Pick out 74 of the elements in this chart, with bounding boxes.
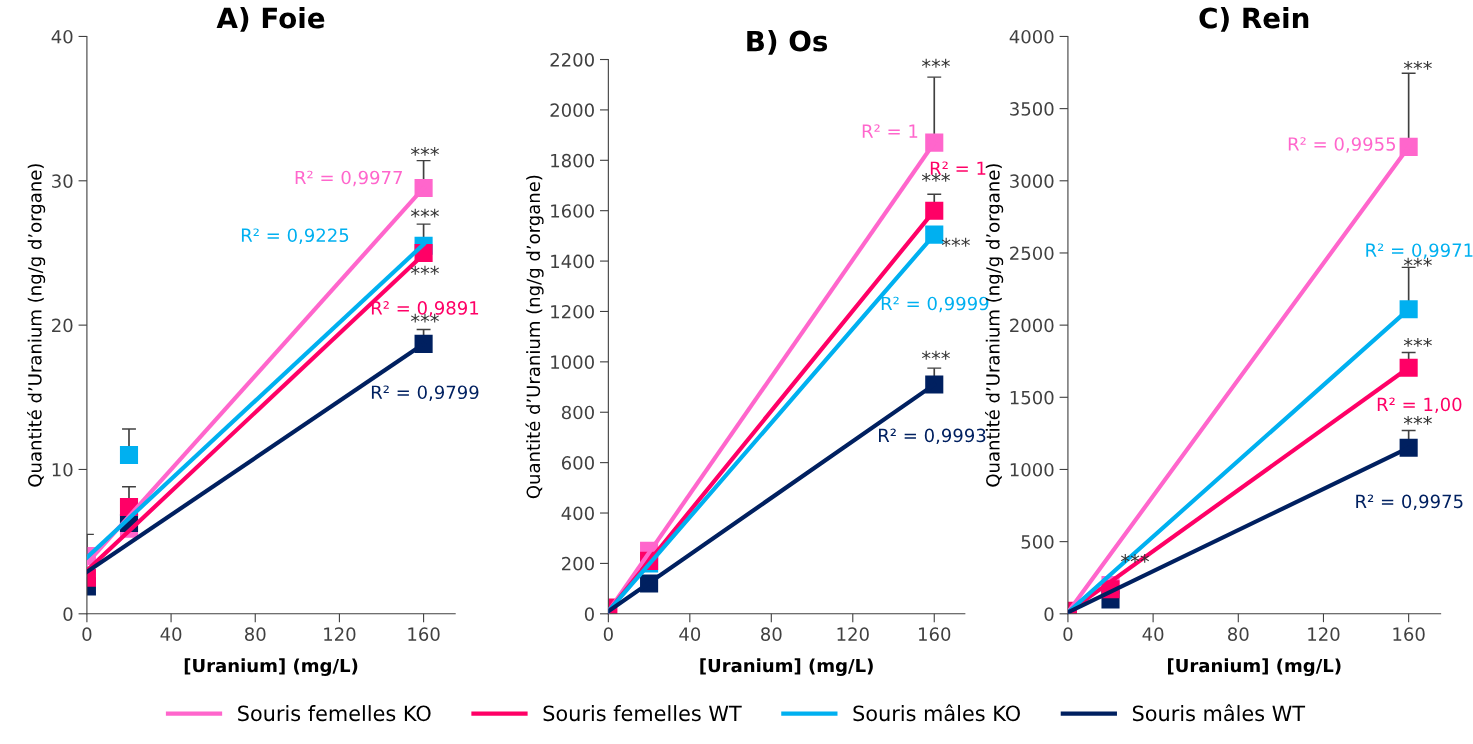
x-tick-label: 40	[160, 627, 182, 641]
annotation: R² = 0,9977	[295, 170, 402, 187]
annotation: ***	[1403, 338, 1432, 347]
y-tick-label: 0	[63, 607, 73, 621]
y-tick-label: 4000	[1009, 29, 1054, 44]
x-axis-title: [Uranium] (mg/L)	[1168, 658, 1341, 676]
x-tick-label: 0	[1063, 627, 1073, 641]
y-tick-label: 40	[51, 29, 73, 44]
y-tick-label: 200	[562, 556, 594, 571]
x-tick-label: 80	[244, 627, 266, 641]
y-tick-label: 1600	[551, 204, 594, 218]
x-tick-label: 40	[1142, 627, 1164, 641]
y-tick-label: 1500	[1010, 390, 1054, 405]
x-axis-title: [Uranium] (mg/L)	[700, 658, 873, 676]
annotation: R² = 0,9993	[879, 428, 986, 445]
annotation: R² = 1,00	[1377, 397, 1462, 414]
x-tick-label: 80	[761, 627, 782, 641]
y-tick-label: 500	[1021, 535, 1054, 549]
y-tick-label: 1400	[551, 254, 594, 269]
y-axis-title: Quantité d’Uranium (ng/g d’organe)	[26, 164, 46, 487]
y-tick-label: 20	[52, 318, 73, 333]
y-tick-label: 0	[584, 607, 594, 621]
x-tick-label: 160	[919, 627, 951, 641]
annotation: R² = 1	[862, 124, 918, 138]
y-axis-title: Quantité d’Uranium (ng/g d’organe)	[525, 175, 544, 499]
annotation: ***	[1403, 257, 1432, 267]
chart-title: C) Rein	[1199, 7, 1309, 32]
y-tick-label: 2000	[550, 103, 594, 118]
legend-label: Souris femelles KO	[238, 705, 431, 722]
legend-label: Souris mâles WT	[1132, 704, 1306, 722]
y-tick-label: 1200	[551, 304, 594, 319]
x-tick-label: 40	[679, 627, 701, 641]
annotation: R² = 0,9225	[241, 228, 349, 244]
y-tick-label: 2000	[1010, 318, 1054, 333]
x-tick-label: 120	[837, 627, 869, 641]
x-tick-label: 80	[1228, 627, 1249, 641]
y-tick-label: 3500	[1010, 102, 1054, 116]
annotation: ***	[921, 350, 950, 360]
y-tick-label: 2200	[550, 52, 594, 67]
y-tick-label: 800	[561, 405, 594, 420]
x-tick-label: 120	[324, 627, 356, 641]
y-tick-label: 1000	[551, 355, 594, 369]
legend-label: Souris mâles KO	[853, 704, 1020, 722]
annotation: R² = 0,9971	[1366, 243, 1473, 259]
y-tick-label: 1000	[1010, 462, 1054, 477]
y-tick-label: 1800	[551, 153, 594, 168]
y-tick-label: 600	[561, 456, 594, 470]
annotation: R² = 0,9799	[371, 385, 479, 401]
y-tick-label: 10	[52, 462, 73, 477]
annotation: ***	[921, 58, 950, 68]
y-tick-label: 400	[561, 506, 594, 521]
chart-title: B) Os	[747, 30, 828, 55]
x-axis-title: [Uranium] (mg/L)	[184, 658, 358, 676]
annotation: ***	[410, 265, 439, 275]
annotation: R² = 0,9955	[1288, 137, 1396, 153]
x-tick-label: 120	[1308, 627, 1340, 641]
y-tick-label: 3000	[1010, 174, 1054, 188]
x-tick-label: 0	[603, 627, 613, 641]
x-tick-label: 160	[408, 627, 440, 641]
x-tick-label: 0	[82, 627, 92, 641]
annotation: ***	[1403, 415, 1432, 425]
annotation: ***	[941, 237, 970, 247]
annotation: R² = 0,9975	[1356, 494, 1463, 511]
annotation: R² = 1	[930, 161, 986, 175]
chart-title: A) Foie	[216, 7, 325, 32]
y-tick-label: 2500	[1010, 246, 1054, 261]
annotation: ***	[921, 172, 950, 182]
y-tick-label: 30	[52, 174, 73, 188]
annotation: ***	[410, 146, 439, 156]
legend-label: Souris femelles WT	[543, 705, 742, 722]
annotation: ***	[1403, 60, 1432, 70]
x-tick-label: 160	[1393, 627, 1425, 641]
annotation: ***	[410, 208, 439, 218]
y-tick-label: 0	[1044, 607, 1054, 621]
